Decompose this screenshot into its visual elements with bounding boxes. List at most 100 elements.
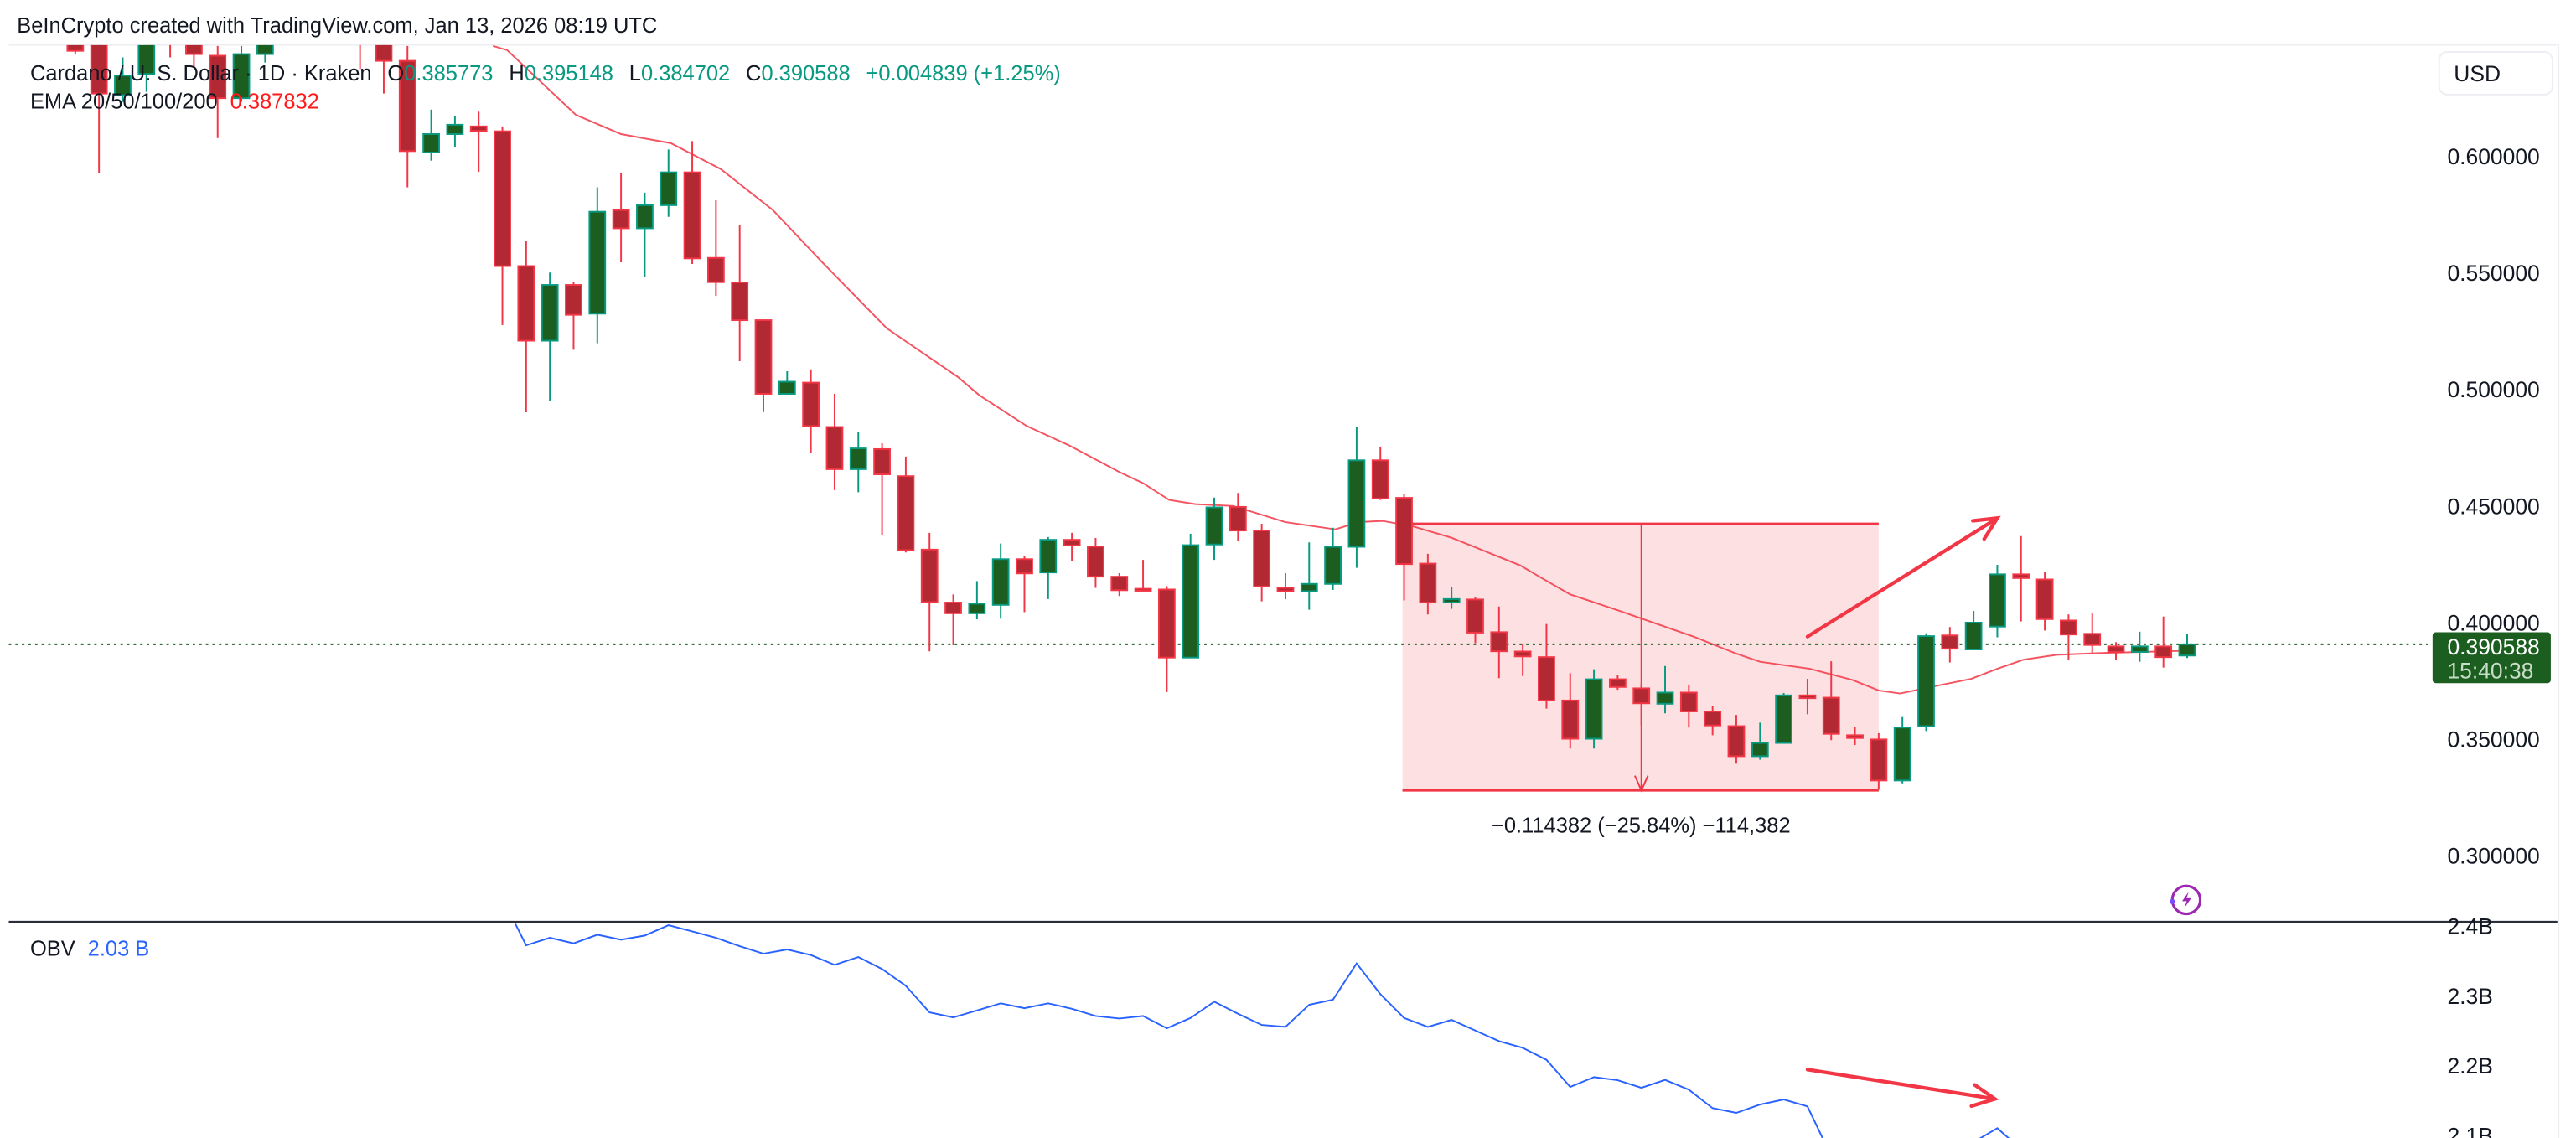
obv-axis[interactable]: 2.4B 2.3B 2.2B 2.1B [2447,914,2492,1138]
candle-down [1870,732,1888,790]
candle-down [1466,597,1484,644]
candle-up [114,57,132,102]
ema-legend[interactable]: EMA 20/50/100/200 0.387832 [30,90,319,113]
candle-body [494,130,511,267]
candle-body [1964,621,1983,650]
candle-body [1775,694,1792,744]
candle-body [1253,530,1271,587]
candle-body [991,558,1010,606]
candle-up [778,370,796,395]
candle-down [612,173,630,263]
candle-body [232,53,251,100]
candle-body [1893,727,1911,782]
candle-body [1632,687,1651,705]
candle-body [1846,734,1864,739]
candle-down [1063,532,1081,561]
candle-body [469,125,488,132]
candle-body [1822,696,1840,735]
currency-button[interactable]: USD [2438,50,2553,96]
candle-body [944,602,962,614]
candle-up [2178,634,2196,659]
candle-body [1182,544,1200,659]
candle-down [1846,727,1864,746]
measure-range-box[interactable] [1402,523,1879,791]
countdown-timer: 15:40:38 [2447,658,2533,683]
candle-up [1989,564,2006,638]
candle-up [1442,587,1461,609]
trend-arrow-price[interactable] [1805,515,2001,639]
high-label: H [509,62,524,85]
candle-body [1490,631,1508,653]
candle-body [2154,645,2173,659]
candle-body [541,284,559,342]
candle-down [825,393,844,490]
candle-body [1087,546,1104,578]
candle-up [1300,542,1318,610]
candle-up [1893,716,1911,784]
candle-body [1419,562,1437,604]
candle-up [1347,427,1366,568]
candle-down [469,111,488,173]
obv-legend[interactable]: OBV 2.03 B [30,937,149,960]
candle-body [2107,645,2125,654]
candle-body [1229,505,1247,532]
candle-body [683,171,701,260]
candle-up [1751,722,1769,760]
candle-down [359,44,361,70]
candle-down [802,369,820,453]
candle-down [209,45,227,138]
ema-label: EMA 20/50/100/200 [30,90,218,113]
candle-down [1538,623,1555,709]
candle-down [494,126,511,325]
candle-body [897,475,915,551]
candle-down [2060,614,2077,661]
candle-down [66,44,85,54]
candle-down [1704,706,1722,736]
candle-down [1490,606,1508,679]
candle-body [1157,588,1176,659]
candle-up [446,116,464,147]
candle-body [1276,587,1295,592]
last-price-label: 0.390588 15:40:38 [2432,632,2551,683]
candle-down [1016,556,1033,613]
obv-polyline [514,923,2010,1138]
price-tick-label: 0.550000 [2447,261,2539,286]
candle-up [660,149,678,217]
candle-down [398,45,416,188]
candle-down [565,282,582,350]
lightning-icon[interactable] [2170,884,2202,916]
candle-body [1205,506,1223,546]
trend-arrow-obv[interactable] [1805,1068,1999,1109]
candle-body [256,44,274,55]
attribution-text: BeInCrypto created with TradingView.com,… [17,14,657,38]
obv-bearish-arrow[interactable] [1805,1068,1999,1109]
measurement-tool[interactable] [1402,522,1879,793]
change-value: +0.004839 (+1.25%) [866,62,1061,85]
candle-body [137,44,156,75]
bullish-arrow[interactable] [1805,515,2001,639]
candle-up [1917,633,1935,732]
candle-down [169,44,172,58]
ema-value: 0.387832 [230,90,319,113]
obv-line [514,923,2010,1138]
close-label: C [746,62,761,85]
candle-up [1324,527,1342,591]
candle-down [1632,683,1651,726]
symbol-name[interactable]: Cardano / U. S. Dollar · 1D · Kraken [30,62,372,85]
candle-body [778,380,796,395]
price-tick-label: 0.500000 [2447,377,2539,402]
candle-body [1371,459,1389,499]
candle-down [185,44,203,68]
candle-down [731,225,749,362]
candle-down [1276,572,1295,600]
obv-tick-label: 2.3B [2447,984,2492,1009]
obv-value: 2.03 B [88,937,150,960]
candle-body [1016,558,1033,575]
candle-body [209,54,227,100]
candle-down [2012,535,2030,622]
low-value: 0.384702 [641,62,730,85]
candle-body [1727,725,1746,758]
price-axis[interactable]: 0.600000 0.550000 0.500000 0.450000 0.400000… [2447,144,2539,869]
candle-body [1538,656,1555,701]
